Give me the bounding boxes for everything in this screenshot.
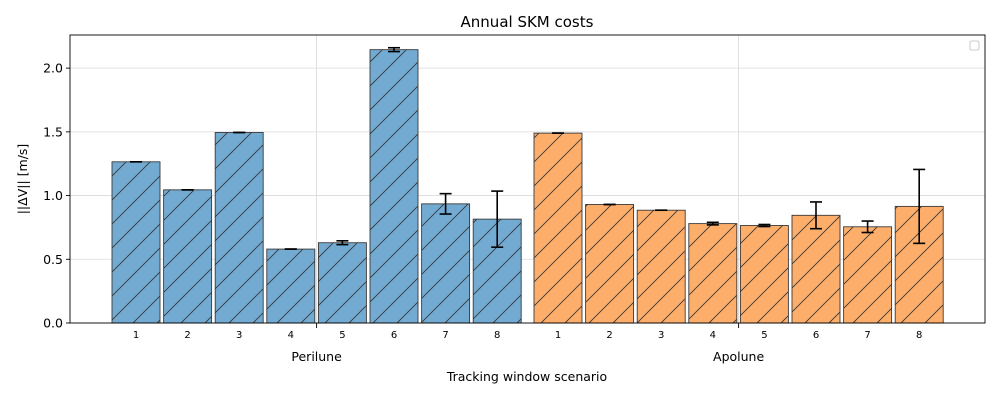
x-tick-label: 4 xyxy=(288,330,294,341)
bar-hatch xyxy=(534,133,582,323)
group-label-apolune: Apolune xyxy=(713,349,764,364)
bar-hatch xyxy=(843,226,892,323)
bar-hatch xyxy=(370,49,418,323)
x-tick-label: 8 xyxy=(916,330,922,341)
bar-hatch xyxy=(215,132,264,323)
x-tick-label: 3 xyxy=(236,330,242,341)
chart-title: Annual SKM costs xyxy=(461,13,594,31)
bar-hatch xyxy=(637,210,686,323)
bar-hatch xyxy=(421,203,470,323)
bar-hatch xyxy=(318,242,367,323)
x-tick-label: 7 xyxy=(864,330,870,341)
error-bars-layer xyxy=(130,46,926,250)
bar-hatch xyxy=(740,225,789,323)
x-tick-label: 7 xyxy=(442,330,448,341)
y-tick-label: 0.0 xyxy=(43,316,63,331)
x-tick-label: 1 xyxy=(555,330,561,341)
x-tick-label: 8 xyxy=(494,330,500,341)
x-tick-label: 6 xyxy=(813,330,819,341)
bars-layer xyxy=(111,49,944,324)
bar-hatch xyxy=(688,223,737,323)
y-axis-label: ||ΔV|| [m/s] xyxy=(15,144,30,215)
bar-hatch xyxy=(112,161,160,323)
bar-hatch xyxy=(585,204,634,323)
x-tick-label: 2 xyxy=(606,330,612,341)
x-tick-label: 6 xyxy=(391,330,397,341)
x-tick-label: 4 xyxy=(710,330,716,341)
y-tick-label: 2.0 xyxy=(43,61,63,76)
x-tick-label: 2 xyxy=(184,330,190,341)
x-tick-label: 5 xyxy=(339,330,345,341)
x-tick-label: 3 xyxy=(658,330,664,341)
legend-box xyxy=(969,40,980,51)
y-tick-label: 1.0 xyxy=(43,188,63,203)
bar-hatch xyxy=(163,189,212,323)
x-tick-label: 1 xyxy=(133,330,139,341)
ticks-layer: 0.0 0.5 1.0 1.5 2.0 Perilune 1 2 3 4 5 6 7 8 Apolune 1 2… xyxy=(43,61,922,364)
x-axis-label: Tracking window scenario xyxy=(446,369,607,384)
bar-hatch xyxy=(266,249,315,323)
x-tick-label: 5 xyxy=(761,330,767,341)
y-tick-label: 1.5 xyxy=(43,124,63,139)
bar-hatch xyxy=(792,215,840,323)
y-tick-label: 0.5 xyxy=(43,252,63,267)
group-label-perilune: Perilune xyxy=(291,349,342,364)
plot-frame xyxy=(69,34,986,324)
